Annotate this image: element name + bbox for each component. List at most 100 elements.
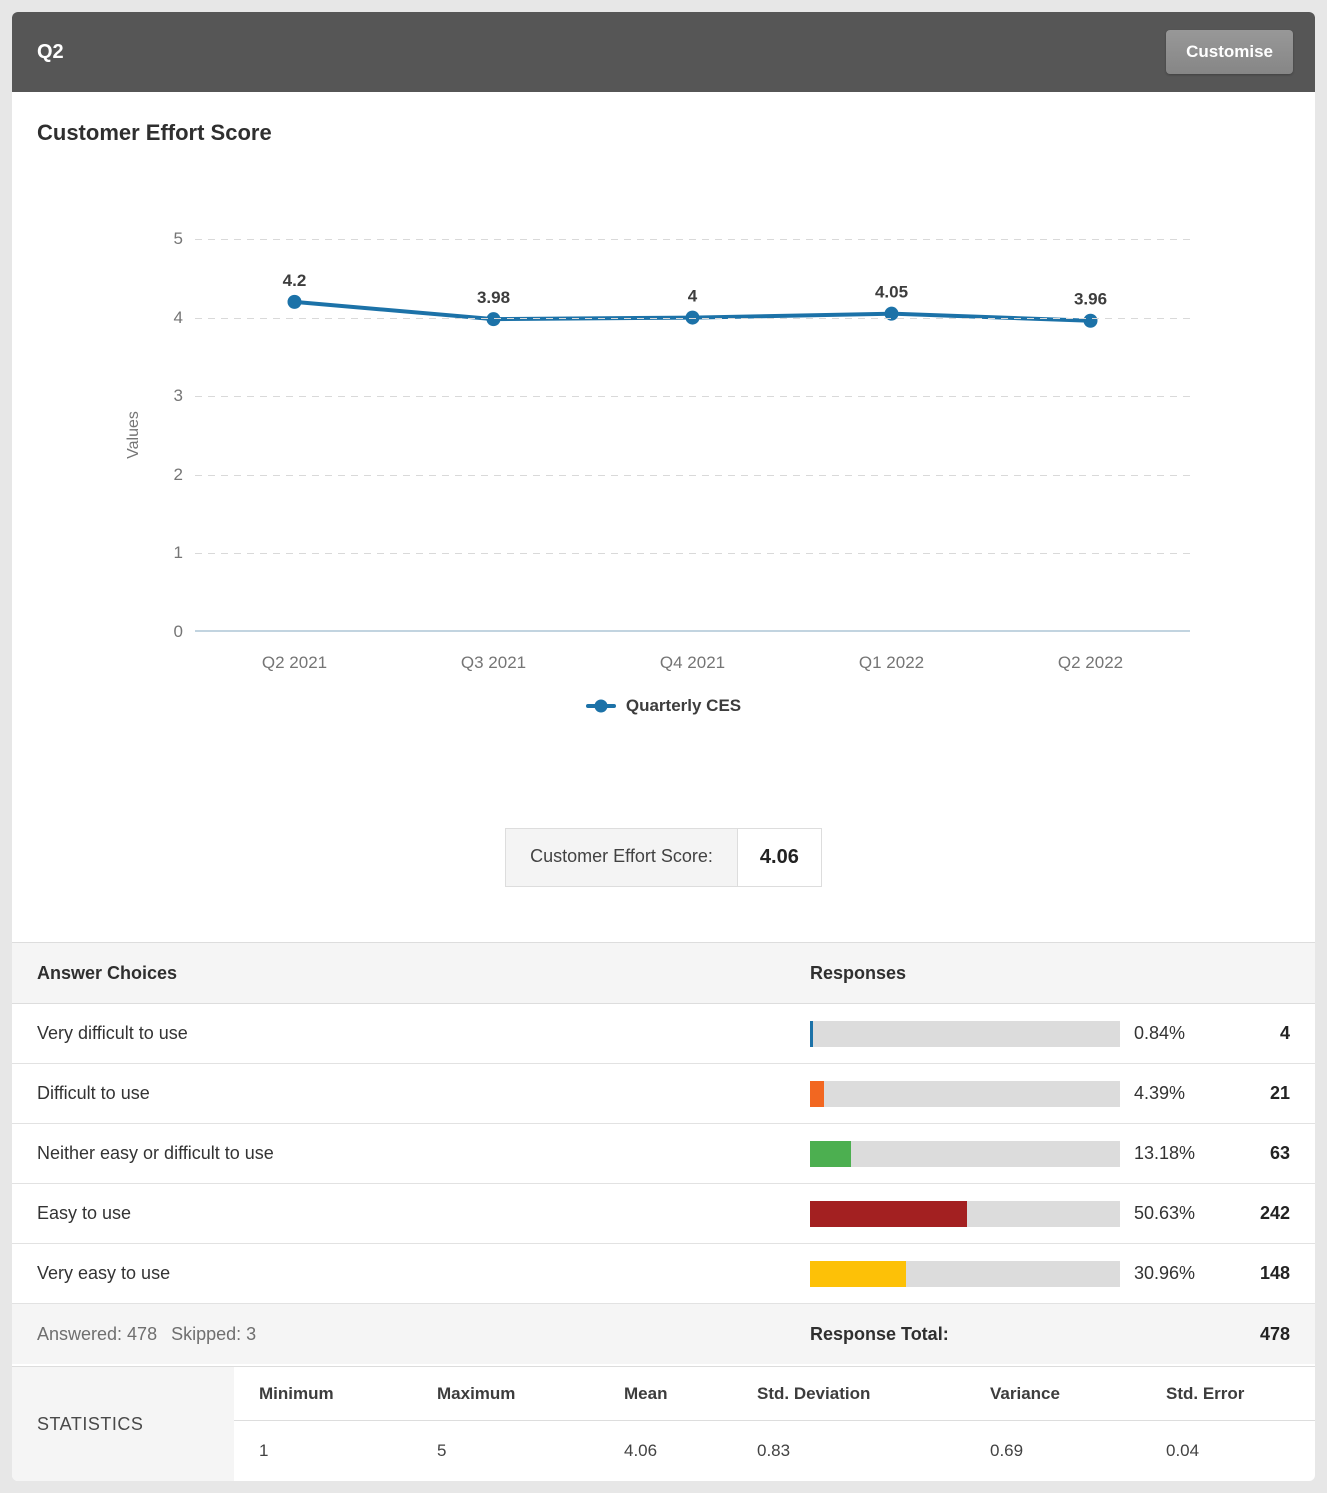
response-bar-track xyxy=(810,1080,1120,1107)
stat-value: 0.83 xyxy=(757,1441,791,1460)
y-tick-label: 1 xyxy=(173,543,183,563)
stat-column-header: Std. Deviation xyxy=(757,1383,871,1403)
response-percent: 50.63% xyxy=(1134,1203,1196,1223)
customer-effort-score-box: Customer Effort Score: 4.06 xyxy=(505,828,822,887)
answer-choice-label: Easy to use xyxy=(37,1203,132,1223)
responses-header: Responses xyxy=(810,962,907,983)
statistics-label: STATISTICS xyxy=(12,1367,234,1481)
y-tick-label: 3 xyxy=(173,386,183,406)
gridline xyxy=(195,396,1190,398)
stat-value: 5 xyxy=(437,1441,447,1460)
response-bar-track xyxy=(810,1020,1120,1047)
customise-button[interactable]: Customise xyxy=(1166,30,1293,74)
answer-row: Neither easy or difficult to use 13.18% … xyxy=(12,1124,1315,1184)
response-percent: 0.84% xyxy=(1134,1023,1186,1043)
response-total-value: 478 xyxy=(1259,1323,1290,1344)
response-percent: 13.18% xyxy=(1134,1143,1196,1163)
statistics-table: Minimum Maximum Mean Std. Deviation Variance… xyxy=(234,1367,1315,1481)
answer-choice-label: Neither easy or difficult to use xyxy=(37,1143,274,1163)
gridline xyxy=(195,474,1190,476)
data-point-label: 3.98 xyxy=(477,288,510,307)
stat-column-header: Std. Error xyxy=(1166,1383,1245,1403)
y-tick-label: 4 xyxy=(173,307,183,327)
stat-column-header: Variance xyxy=(990,1383,1060,1403)
response-count: 148 xyxy=(1259,1263,1290,1283)
response-bar-fill xyxy=(810,1140,851,1167)
response-bar-fill xyxy=(810,1080,824,1107)
answer-choice-label: Difficult to use xyxy=(37,1083,150,1103)
x-tick-label: Q3 2021 xyxy=(460,653,527,672)
plot-area: 4.2 3.98 4 4.05 3.96 0 1 2 3 4 5 xyxy=(174,229,1190,641)
ces-line-chart: Values 4.2 3.98 4 4.05 3.96 0 1 2 3 4 5 Q2 2021 Q3… xyxy=(12,148,1315,718)
answer-choices-table: Answer Choices Responses Very difficult … xyxy=(12,942,1315,1481)
answered-count: Answered: 478 xyxy=(37,1323,158,1344)
chart-title: Customer Effort Score xyxy=(37,120,272,145)
answer-row: Difficult to use 4.39% 21 xyxy=(12,1064,1315,1124)
answer-row: Very difficult to use 0.84% 4 xyxy=(12,1004,1315,1064)
response-bar-track xyxy=(810,1140,1120,1167)
chart-legend: Quarterly CES xyxy=(12,696,1315,716)
x-axis-labels: Q2 2021 Q3 2021 Q4 2021 Q1 2022 Q2 2022 xyxy=(195,653,1190,677)
table-header-row: Answer Choices Responses xyxy=(12,942,1315,1004)
response-percent: 4.39% xyxy=(1134,1083,1186,1103)
response-count: 242 xyxy=(1259,1203,1290,1223)
response-bar-track xyxy=(810,1260,1120,1287)
response-bar-track xyxy=(810,1200,1120,1227)
stat-column-header: Mean xyxy=(624,1383,668,1403)
response-total-label: Response Total: xyxy=(810,1323,949,1344)
x-tick-label: Q4 2021 xyxy=(659,653,726,672)
statistics-value-row: 1 5 4.06 0.83 0.69 0.04 xyxy=(234,1421,1315,1481)
statistics-header-row: Minimum Maximum Mean Std. Deviation Variance… xyxy=(234,1367,1315,1421)
table-footer-row: Answered: 478 Skipped: 3 Response Total:… xyxy=(12,1304,1315,1366)
answered-skipped: Answered: 478 Skipped: 3 xyxy=(37,1324,810,1345)
data-point-label: 4.2 xyxy=(283,271,307,290)
stat-column-header: Maximum xyxy=(437,1383,516,1403)
data-point-label: 4 xyxy=(688,287,698,306)
answer-choice-label: Very difficult to use xyxy=(37,1023,188,1043)
legend-label: Quarterly CES xyxy=(625,696,742,715)
stat-value: 1 xyxy=(259,1441,269,1460)
legend-line-marker-icon xyxy=(585,704,616,708)
x-tick-label: Q2 2022 xyxy=(1057,653,1124,672)
line-series-svg: 4.2 3.98 4 4.05 3.96 xyxy=(283,271,1107,328)
y-axis-title: Values xyxy=(125,411,142,459)
y-tick-label: 0 xyxy=(173,622,183,641)
score-box-wrapper: Customer Effort Score: 4.06 xyxy=(12,828,1315,887)
answer-choice-label: Very easy to use xyxy=(37,1263,171,1283)
question-number: Q2 xyxy=(37,40,64,63)
data-point-marker[interactable] xyxy=(486,312,501,327)
data-point-label: 3.96 xyxy=(1074,290,1107,309)
legend-item-quarterly-ces[interactable]: Quarterly CES xyxy=(585,696,742,716)
data-point-marker[interactable] xyxy=(287,294,302,309)
y-tick-label: 2 xyxy=(173,464,183,484)
response-count: 4 xyxy=(1279,1023,1290,1043)
answer-choices-header: Answer Choices xyxy=(37,962,178,983)
response-count: 21 xyxy=(1269,1083,1290,1103)
question-header-bar: Q2 Customise xyxy=(12,12,1315,92)
skipped-count: Skipped: 3 xyxy=(171,1323,257,1344)
data-point-label: 4.05 xyxy=(875,283,908,302)
table-rows: Very difficult to use 0.84% 4 Difficult … xyxy=(12,1004,1315,1304)
response-bar-fill xyxy=(810,1260,906,1287)
y-tick-label: 5 xyxy=(173,229,183,248)
question-result-card: Q2 Customise Customer Effort Score Value… xyxy=(12,12,1315,1481)
stat-column-header: Minimum xyxy=(259,1383,334,1403)
data-point-marker[interactable] xyxy=(1083,313,1098,328)
score-box-label: Customer Effort Score: xyxy=(506,829,738,886)
response-percent: 30.96% xyxy=(1134,1263,1196,1283)
gridline xyxy=(195,553,1190,555)
stat-value: 0.04 xyxy=(1166,1441,1200,1460)
answer-row: Easy to use 50.63% 242 xyxy=(12,1184,1315,1244)
x-tick-label: Q1 2022 xyxy=(858,653,925,672)
score-box-value: 4.06 xyxy=(737,829,821,886)
response-bar-fill xyxy=(810,1020,813,1047)
response-bar-fill xyxy=(810,1200,967,1227)
gridline xyxy=(195,239,1190,240)
response-count: 63 xyxy=(1269,1143,1290,1163)
answer-row: Very easy to use 30.96% 148 xyxy=(12,1244,1315,1304)
data-point-marker[interactable] xyxy=(884,306,899,321)
stat-value: 4.06 xyxy=(624,1441,658,1460)
gridline xyxy=(195,317,1190,319)
x-tick-label: Q2 2021 xyxy=(261,653,328,672)
stat-value: 0.69 xyxy=(990,1441,1024,1460)
